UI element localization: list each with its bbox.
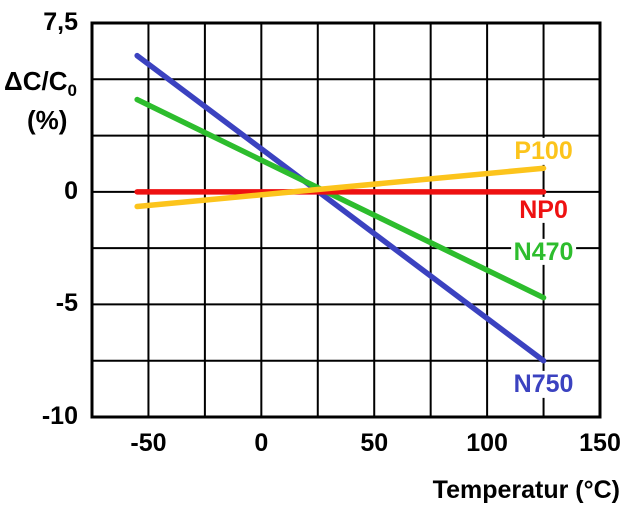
y-tick-label: -5: [55, 289, 78, 318]
x-tick-label: 100: [466, 429, 508, 457]
x-tick-label: -50: [130, 429, 167, 457]
curve-label-n470: N470: [510, 238, 577, 265]
curve-label-n750: N750: [510, 371, 577, 397]
x-axis-title: Temperatur (°C): [432, 476, 620, 504]
y-tick-label: 0: [64, 176, 78, 205]
y-tick-label: -10: [41, 401, 78, 430]
x-tick-label: 0: [254, 429, 269, 457]
y-axis-title-sub: 0: [67, 81, 77, 100]
y-axis-title-main: ΔC/C: [4, 66, 68, 96]
curve-label-np0: NP0: [516, 196, 571, 223]
y-tick-label: 7,5: [43, 7, 78, 36]
y-axis-title: ΔC/C0: [4, 66, 77, 100]
y-axis-unit: (%): [27, 105, 68, 135]
x-tick-label: 150: [579, 429, 621, 457]
x-tick-label: 50: [360, 429, 389, 457]
curve-label-p100: P100: [511, 138, 576, 164]
